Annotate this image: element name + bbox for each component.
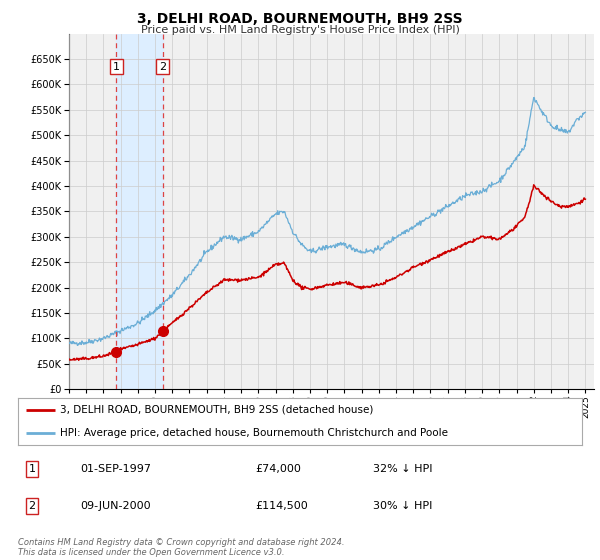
Text: £114,500: £114,500 <box>255 501 308 511</box>
Text: 3, DELHI ROAD, BOURNEMOUTH, BH9 2SS (detached house): 3, DELHI ROAD, BOURNEMOUTH, BH9 2SS (det… <box>60 404 374 414</box>
Text: 2: 2 <box>29 501 35 511</box>
Text: Price paid vs. HM Land Registry's House Price Index (HPI): Price paid vs. HM Land Registry's House … <box>140 25 460 35</box>
Text: 09-JUN-2000: 09-JUN-2000 <box>80 501 151 511</box>
Text: HPI: Average price, detached house, Bournemouth Christchurch and Poole: HPI: Average price, detached house, Bour… <box>60 428 448 438</box>
Text: 3, DELHI ROAD, BOURNEMOUTH, BH9 2SS: 3, DELHI ROAD, BOURNEMOUTH, BH9 2SS <box>137 12 463 26</box>
Text: £74,000: £74,000 <box>255 464 301 474</box>
Text: 2: 2 <box>159 62 166 72</box>
Text: 01-SEP-1997: 01-SEP-1997 <box>80 464 151 474</box>
Bar <box>116 34 163 389</box>
Text: 1: 1 <box>29 464 35 474</box>
Text: 32% ↓ HPI: 32% ↓ HPI <box>373 464 433 474</box>
Text: 1: 1 <box>113 62 120 72</box>
Text: Contains HM Land Registry data © Crown copyright and database right 2024.
This d: Contains HM Land Registry data © Crown c… <box>18 538 344 557</box>
Text: 30% ↓ HPI: 30% ↓ HPI <box>373 501 433 511</box>
